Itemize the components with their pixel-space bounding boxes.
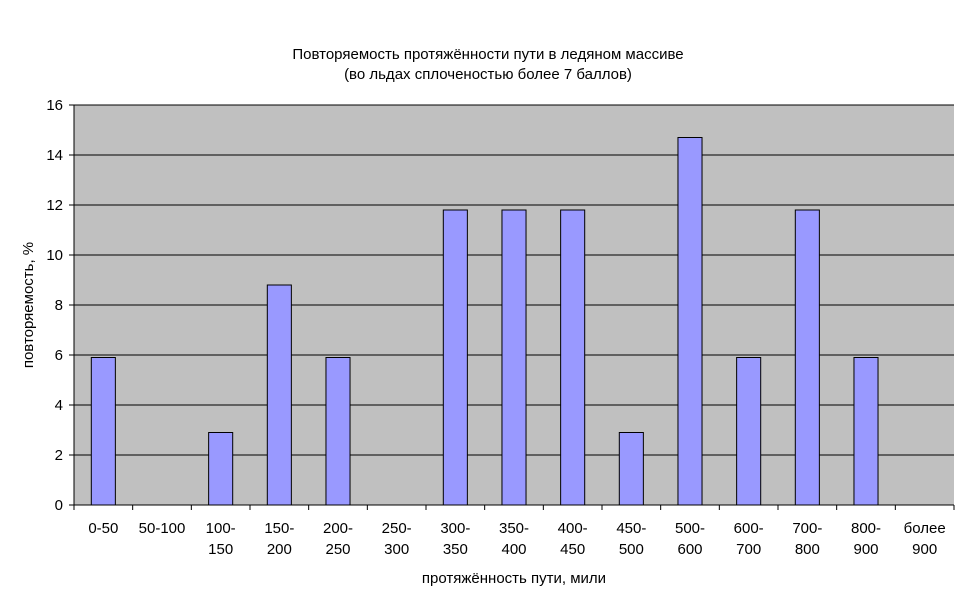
x-tick-label: 450 (560, 541, 585, 558)
y-tick-label: 10 (46, 247, 63, 264)
x-tick-label: 150- (264, 520, 294, 537)
x-tick-label: 700 (736, 541, 761, 558)
x-tick-labels: 0-50 50-100 100- 150 150- 200 200- 250 250- 300 30… (88, 520, 945, 558)
x-tick-label: 800- (851, 520, 881, 537)
x-tick-label: 500- (675, 520, 705, 537)
x-tick-label: 350- (499, 520, 529, 537)
x-tick-label: 250 (325, 541, 350, 558)
y-tick-label: 8 (55, 297, 63, 314)
y-tick-label: 14 (46, 147, 63, 164)
x-tick-label: 300 (384, 541, 409, 558)
bar (794, 209, 820, 506)
x-tick-label: 900 (912, 541, 937, 558)
x-tick-label: 900 (853, 541, 878, 558)
x-tick-label: 50-100 (139, 520, 186, 537)
bar (266, 284, 292, 506)
bars (90, 137, 879, 506)
x-tick-label: 350 (443, 541, 468, 558)
axes (69, 104, 955, 510)
x-axis-label: протяжённость пути, мили (422, 570, 606, 587)
x-tick-label: 0-50 (88, 520, 118, 537)
y-axis-label: повторяемость, % (20, 242, 37, 368)
bar (90, 357, 116, 506)
y-tick-label: 2 (55, 447, 63, 464)
bar (501, 209, 527, 506)
y-tick-label: 4 (55, 397, 63, 414)
x-tick-label: 600- (734, 520, 764, 537)
bar (208, 432, 234, 506)
x-tick-label: 800 (795, 541, 820, 558)
x-tick-label: 200- (323, 520, 353, 537)
y-tick-labels: 0 2 4 6 8 10 12 14 16 (46, 97, 63, 514)
bar (853, 357, 879, 506)
x-tick-label: 150 (208, 541, 233, 558)
y-tick-label: 6 (55, 347, 63, 364)
x-tick-label: 700- (792, 520, 822, 537)
x-tick-label: 200 (267, 541, 292, 558)
y-tick-label: 12 (46, 197, 63, 214)
x-tick-label: 600 (677, 541, 702, 558)
chart-subtitle: (во льдах сплоченостью более 7 баллов) (344, 66, 632, 83)
chart-title: Повторяемость протяжённости пути в ледян… (292, 46, 683, 63)
x-tick-label: более (904, 520, 946, 537)
x-tick-label: 450- (616, 520, 646, 537)
x-tick-label: 400- (558, 520, 588, 537)
bar (442, 209, 468, 506)
x-tick-label: 100- (206, 520, 236, 537)
bar (677, 137, 703, 506)
bar (325, 357, 351, 506)
bar (560, 209, 586, 506)
y-tick-label: 0 (55, 497, 63, 514)
y-tick-label: 16 (46, 97, 63, 114)
x-tick-label: 400 (501, 541, 526, 558)
x-tick-label: 300- (440, 520, 470, 537)
bar (736, 357, 762, 506)
bar (618, 432, 644, 506)
x-tick-label: 500 (619, 541, 644, 558)
x-tick-label: 250- (382, 520, 412, 537)
